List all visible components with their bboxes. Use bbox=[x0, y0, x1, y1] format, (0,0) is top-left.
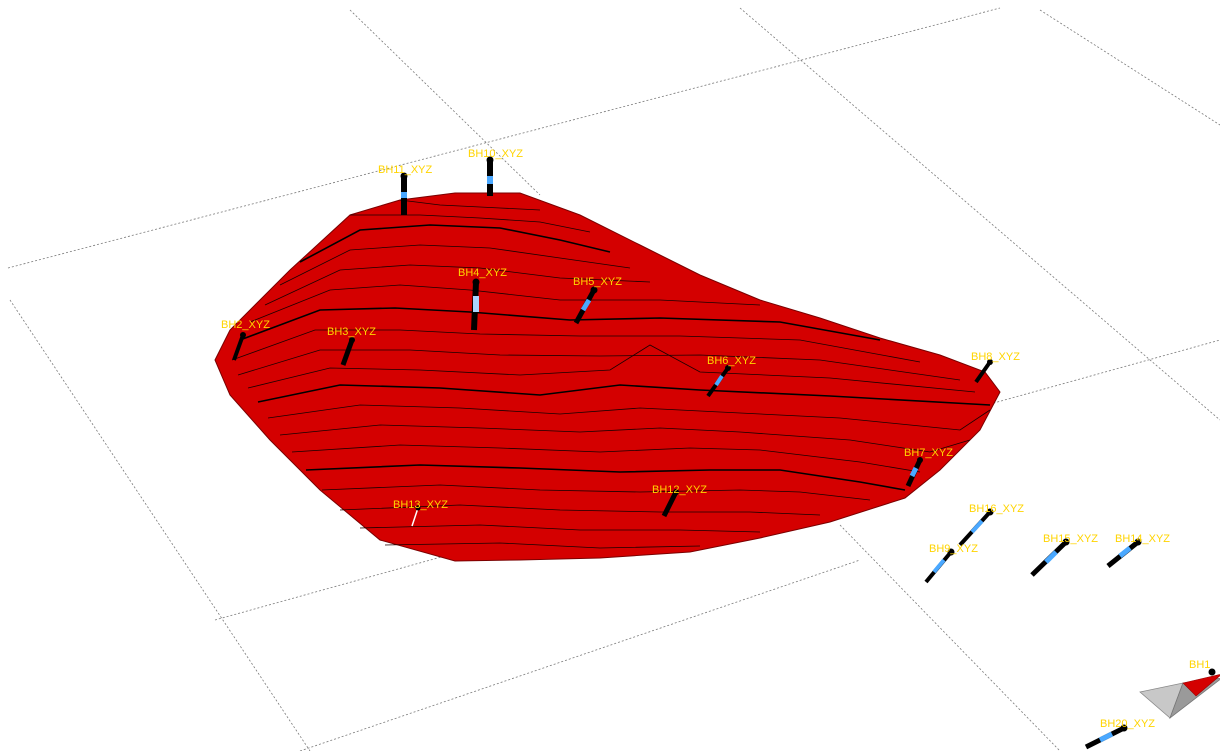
borehole-marker bbox=[725, 365, 731, 371]
borehole-bh2[interactable]: BH2_XYZ bbox=[221, 319, 270, 361]
contour-line bbox=[239, 307, 881, 341]
contour-lines bbox=[231, 199, 991, 549]
borehole-marker bbox=[917, 457, 923, 463]
borehole-marker bbox=[1120, 724, 1128, 732]
borehole-stick bbox=[974, 360, 992, 384]
borehole-label: BH20_XYZ bbox=[1100, 718, 1155, 730]
borehole-label: BH14_XYZ bbox=[1115, 533, 1170, 545]
grid-line bbox=[299, 559, 861, 751]
borehole-marker bbox=[673, 489, 679, 495]
contour-line bbox=[359, 524, 761, 533]
boreholes-layer[interactable]: BH11_XYZ BH10_XYZ BH4_XYZ BH5_XYZ bbox=[221, 148, 1216, 750]
borehole-bh-partial[interactable]: BH1 bbox=[1189, 659, 1216, 676]
arrow-head-red bbox=[1182, 674, 1220, 697]
contour-line bbox=[384, 542, 701, 549]
contour-line bbox=[399, 199, 541, 211]
borehole-stick-segment bbox=[909, 466, 919, 478]
borehole-label: BH6_XYZ bbox=[707, 355, 756, 367]
borehole-bh16[interactable]: BH16_XYZ bbox=[958, 503, 1024, 547]
grid-line bbox=[739, 7, 1220, 421]
borehole-label: BH9_XYZ bbox=[929, 543, 978, 555]
contour-line bbox=[279, 244, 631, 286]
contour-line bbox=[291, 444, 921, 473]
borehole-label: BH3_XYZ bbox=[327, 326, 376, 338]
borehole-marker bbox=[1208, 668, 1216, 676]
borehole-label: BH7_XYZ bbox=[904, 447, 953, 459]
borehole-stick bbox=[232, 334, 245, 361]
borehole-bh7[interactable]: BH7_XYZ bbox=[904, 447, 953, 488]
borehole-label: BH16_XYZ bbox=[969, 503, 1024, 515]
borehole-bh6[interactable]: BH6_XYZ bbox=[706, 355, 756, 398]
borehole-label: BH5_XYZ bbox=[573, 276, 622, 288]
contour-line bbox=[237, 349, 961, 381]
borehole-stick-segment bbox=[1098, 731, 1114, 743]
borehole-marker bbox=[986, 508, 994, 516]
borehole-stick-segment bbox=[714, 374, 724, 387]
borehole-label: BH8_XYZ bbox=[971, 351, 1020, 363]
borehole-stick-segment bbox=[932, 558, 946, 574]
borehole-marker bbox=[1062, 538, 1070, 546]
contour-line bbox=[264, 264, 651, 306]
contour-line bbox=[247, 344, 976, 393]
borehole-stick bbox=[340, 339, 355, 366]
borehole-bh12[interactable]: BH12_XYZ bbox=[652, 484, 707, 518]
borehole-marker bbox=[349, 337, 355, 343]
borehole-marker bbox=[590, 286, 598, 294]
borehole-marker bbox=[400, 172, 408, 180]
borehole-marker bbox=[1134, 538, 1142, 546]
borehole-label: BH4_XYZ bbox=[458, 267, 507, 279]
grid-line bbox=[349, 9, 541, 196]
borehole-bh8[interactable]: BH8_XYZ bbox=[971, 351, 1020, 384]
contour-line bbox=[305, 464, 906, 491]
borehole-label: BH11_XYZ bbox=[378, 164, 432, 176]
borehole-stick bbox=[411, 507, 419, 527]
borehole-stick-segment bbox=[1044, 550, 1058, 564]
contour-line bbox=[299, 224, 611, 263]
grid-line bbox=[839, 524, 1061, 751]
contour-line bbox=[267, 404, 991, 431]
borehole-bh4[interactable]: BH4_XYZ bbox=[458, 267, 507, 331]
borehole-bh14[interactable]: BH14_XYZ bbox=[1106, 533, 1170, 568]
borehole-bh10[interactable]: BH10_XYZ bbox=[468, 148, 523, 196]
borehole-label: BH12_XYZ bbox=[652, 484, 707, 496]
borehole-label: BH15_XYZ bbox=[1043, 533, 1098, 545]
north-arrow-icon bbox=[1139, 674, 1220, 720]
borehole-label: BH10_XYZ bbox=[468, 148, 523, 160]
borehole-marker bbox=[987, 359, 993, 365]
borehole-marker bbox=[472, 278, 480, 286]
contour-line bbox=[339, 504, 821, 516]
borehole-label: BH1 bbox=[1189, 659, 1210, 671]
borehole-marker bbox=[415, 505, 421, 511]
grid-line bbox=[7, 7, 1001, 269]
grid-line bbox=[1039, 9, 1220, 126]
borehole-marker bbox=[240, 332, 246, 338]
borehole-label: BH13_XYZ bbox=[393, 499, 448, 511]
contour-line bbox=[350, 214, 591, 233]
borehole-stick-segment bbox=[970, 519, 984, 534]
borehole-stick-segment bbox=[1118, 546, 1132, 558]
borehole-label: BH2_XYZ bbox=[221, 319, 270, 331]
contour-line bbox=[279, 424, 971, 453]
borehole-bh13[interactable]: BH13_XYZ bbox=[393, 499, 448, 527]
borehole-bh20[interactable]: BH20_XYZ bbox=[1084, 718, 1155, 750]
contour-line bbox=[249, 284, 761, 323]
borehole-stick bbox=[661, 490, 679, 518]
borehole-bh11[interactable]: BH11_XYZ bbox=[378, 164, 432, 215]
borehole-bh9[interactable]: BH9_XYZ bbox=[924, 543, 978, 584]
borehole-marker bbox=[947, 548, 955, 556]
borehole-stick-segment bbox=[580, 298, 592, 312]
contour-line bbox=[257, 384, 991, 406]
borehole-bh3[interactable]: BH3_XYZ bbox=[327, 326, 376, 366]
contour-surface bbox=[214, 192, 1001, 562]
borehole-bh5[interactable]: BH5_XYZ bbox=[573, 276, 622, 325]
borehole-bh15[interactable]: BH15_XYZ bbox=[1030, 533, 1098, 577]
contour-line bbox=[321, 484, 871, 501]
contour-line bbox=[231, 329, 921, 363]
borehole-marker bbox=[486, 156, 494, 164]
